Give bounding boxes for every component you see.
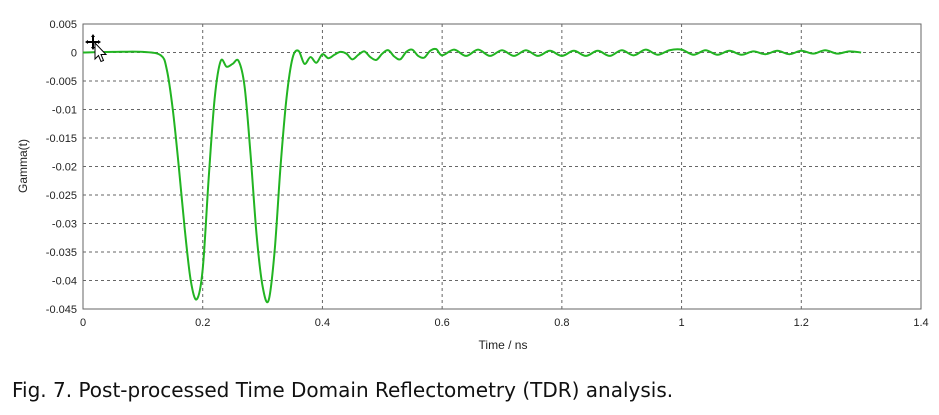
x-tick-label: 1 bbox=[679, 317, 685, 329]
y-tick-label: -0.02 bbox=[52, 162, 77, 174]
figure-caption: Fig. 7. Post-processed Time Domain Refle… bbox=[12, 378, 674, 402]
series-line-gamma bbox=[82, 47, 862, 304]
x-tick-labels: 0 0.2 0.4 0.6 0.8 1 1.2 1.4 bbox=[80, 317, 929, 329]
x-tick-label: 1.2 bbox=[794, 317, 809, 329]
x-axis-label: Time / ns bbox=[479, 338, 528, 352]
x-tick-label: 0.8 bbox=[554, 317, 569, 329]
y-tick-label: -0.025 bbox=[46, 190, 77, 202]
x-tick-label: 0.4 bbox=[315, 317, 330, 329]
grid-lines bbox=[83, 24, 921, 309]
y-tick-labels: 0.005 0 -0.005 -0.01 -0.015 -0.02 -0.025 -0.03 -… bbox=[46, 19, 77, 316]
y-tick-label: -0.005 bbox=[46, 76, 77, 88]
x-tick-label: 1.4 bbox=[913, 317, 928, 329]
x-tick-label: 0 bbox=[80, 317, 86, 329]
y-tick-label: -0.045 bbox=[46, 304, 77, 316]
y-tick-label: -0.035 bbox=[46, 247, 77, 259]
y-tick-label: -0.01 bbox=[52, 105, 77, 117]
y-tick-label: -0.04 bbox=[52, 276, 77, 288]
y-tick-label: 0.005 bbox=[49, 19, 77, 31]
y-axis-label: Gamma(t) bbox=[16, 139, 30, 193]
y-tick-label: -0.015 bbox=[46, 133, 77, 145]
x-tick-label: 0.2 bbox=[195, 317, 210, 329]
x-tick-label: 0.6 bbox=[434, 317, 449, 329]
y-tick-label: 0 bbox=[71, 48, 77, 60]
move-cursor-icon bbox=[85, 34, 108, 63]
tdr-chart: 0 0.2 0.4 0.6 0.8 1 1.2 1.4 0.005 0 -0.005 -0.01 -0… bbox=[16, 19, 929, 352]
plot-frame bbox=[82, 23, 922, 310]
y-tick-label: -0.03 bbox=[52, 219, 77, 231]
series-lines bbox=[82, 47, 862, 304]
